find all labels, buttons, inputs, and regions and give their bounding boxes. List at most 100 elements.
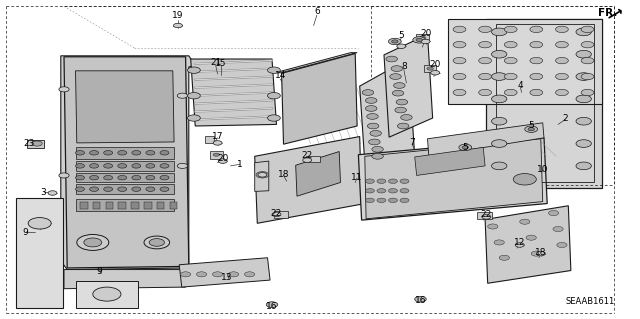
Circle shape — [553, 226, 563, 232]
Circle shape — [557, 242, 567, 248]
Circle shape — [149, 239, 164, 246]
Circle shape — [391, 66, 403, 71]
Circle shape — [146, 164, 155, 168]
Circle shape — [499, 255, 509, 260]
Circle shape — [530, 57, 543, 64]
Circle shape — [146, 175, 155, 180]
Polygon shape — [358, 138, 547, 220]
Circle shape — [118, 175, 127, 180]
Circle shape — [459, 144, 472, 151]
Text: 9: 9 — [97, 267, 102, 276]
Circle shape — [90, 175, 99, 180]
Circle shape — [396, 99, 408, 105]
Circle shape — [416, 38, 422, 41]
Circle shape — [160, 175, 169, 180]
Bar — [80, 202, 88, 209]
Circle shape — [581, 89, 594, 96]
Polygon shape — [27, 140, 44, 148]
Circle shape — [576, 28, 591, 36]
Text: 12: 12 — [514, 238, 525, 247]
Circle shape — [365, 198, 374, 203]
Text: 5: 5 — [529, 121, 534, 130]
Circle shape — [180, 272, 191, 277]
Circle shape — [556, 41, 568, 48]
Circle shape — [76, 151, 84, 155]
Circle shape — [504, 26, 517, 33]
Polygon shape — [76, 199, 174, 211]
Polygon shape — [61, 56, 195, 270]
Circle shape — [228, 272, 239, 277]
Circle shape — [520, 219, 530, 224]
Circle shape — [104, 175, 113, 180]
Circle shape — [160, 151, 169, 155]
Circle shape — [556, 57, 568, 64]
Text: 14: 14 — [275, 71, 286, 80]
Text: 6: 6 — [314, 7, 319, 16]
Text: 21: 21 — [210, 58, 221, 67]
Circle shape — [196, 272, 207, 277]
Circle shape — [132, 164, 141, 168]
Circle shape — [213, 153, 220, 156]
Polygon shape — [76, 184, 174, 194]
Text: 5: 5 — [463, 143, 468, 152]
Circle shape — [453, 26, 466, 33]
Circle shape — [576, 95, 591, 103]
Circle shape — [400, 198, 409, 203]
Text: 8: 8 — [401, 62, 406, 71]
Circle shape — [492, 95, 507, 103]
Circle shape — [118, 151, 127, 155]
Circle shape — [90, 151, 99, 155]
Circle shape — [59, 87, 69, 92]
Circle shape — [32, 141, 42, 146]
Circle shape — [48, 191, 57, 195]
Circle shape — [394, 83, 405, 88]
Circle shape — [504, 57, 517, 64]
Circle shape — [530, 26, 543, 33]
Text: 23: 23 — [23, 139, 35, 148]
Polygon shape — [76, 147, 174, 159]
Circle shape — [530, 41, 543, 48]
Polygon shape — [255, 137, 362, 223]
Circle shape — [494, 240, 504, 245]
Polygon shape — [485, 206, 571, 283]
Circle shape — [132, 187, 141, 191]
Circle shape — [90, 164, 99, 168]
Circle shape — [392, 90, 404, 96]
Polygon shape — [275, 53, 357, 73]
Circle shape — [453, 41, 466, 48]
Text: 22: 22 — [481, 210, 492, 219]
Circle shape — [581, 57, 594, 64]
Circle shape — [28, 218, 51, 229]
Circle shape — [272, 212, 281, 217]
Circle shape — [268, 67, 280, 73]
Circle shape — [212, 272, 223, 277]
Circle shape — [492, 50, 507, 58]
Circle shape — [365, 189, 374, 193]
Circle shape — [76, 164, 84, 168]
Circle shape — [488, 224, 498, 229]
Polygon shape — [274, 211, 288, 218]
Circle shape — [526, 235, 536, 240]
Circle shape — [173, 23, 182, 28]
Circle shape — [576, 73, 591, 80]
Bar — [131, 202, 139, 209]
Circle shape — [372, 146, 383, 152]
Circle shape — [536, 251, 545, 256]
Bar — [144, 202, 152, 209]
Circle shape — [453, 57, 466, 64]
Circle shape — [504, 89, 517, 96]
Polygon shape — [428, 123, 544, 156]
Polygon shape — [205, 136, 214, 143]
Circle shape — [388, 189, 397, 193]
Circle shape — [160, 164, 169, 168]
Circle shape — [576, 162, 591, 170]
Circle shape — [268, 93, 280, 99]
Text: 18: 18 — [278, 170, 289, 179]
Circle shape — [367, 114, 378, 119]
Circle shape — [427, 67, 433, 70]
Circle shape — [556, 26, 568, 33]
Circle shape — [177, 93, 188, 98]
Circle shape — [492, 140, 507, 147]
Polygon shape — [365, 139, 543, 219]
Polygon shape — [486, 19, 602, 188]
